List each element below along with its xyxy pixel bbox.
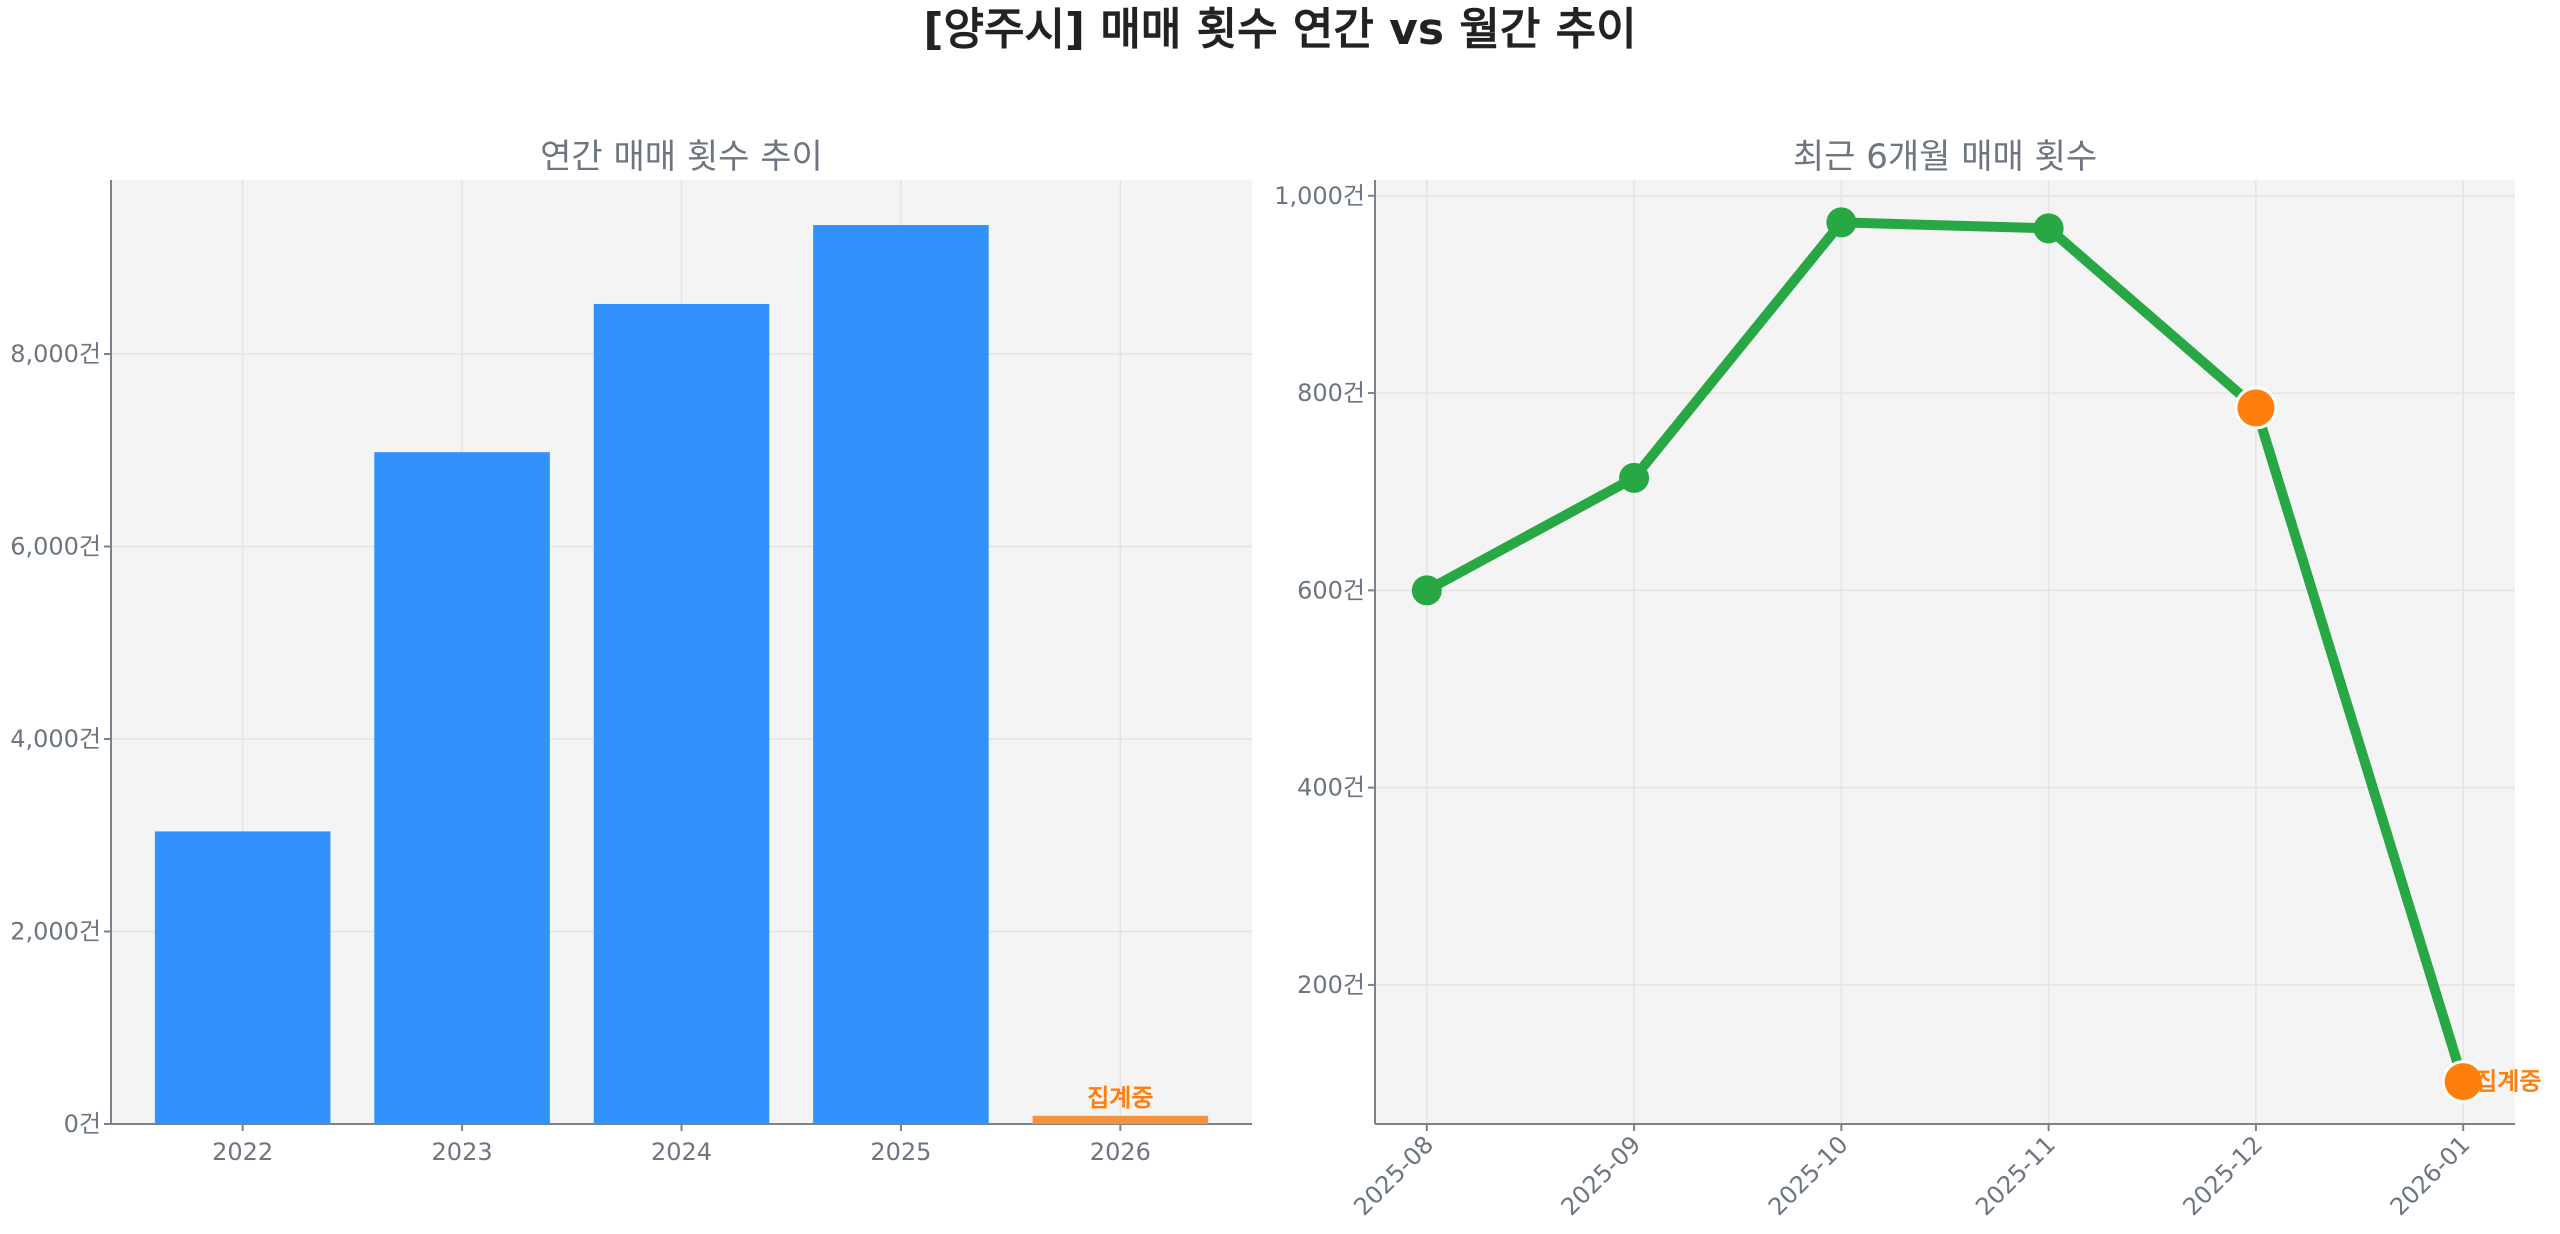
point-2025-08 bbox=[1411, 575, 1442, 606]
point-2025-12 bbox=[2234, 386, 2278, 430]
x-tick-label: 2024 bbox=[651, 1138, 712, 1166]
point-2025-09 bbox=[1619, 462, 1650, 493]
x-tick-label: 2025 bbox=[870, 1138, 931, 1166]
x-tick-label: 2025-08 bbox=[1348, 1130, 1439, 1221]
y-tick-label: 800건 bbox=[1297, 379, 1365, 407]
x-tick-label: 2026-01 bbox=[2385, 1130, 2476, 1221]
monthly-line-chart: 200건 400건 600건 800건 1,000건 2025-08 2025-09 2025… bbox=[1274, 137, 2541, 1221]
series-line bbox=[1424, 217, 2468, 1084]
bar-2024 bbox=[593, 303, 770, 1124]
y-tick-label: 1,000건 bbox=[1274, 182, 1365, 210]
bar-2025 bbox=[813, 225, 989, 1124]
y-tick-label: 600건 bbox=[1297, 576, 1365, 604]
y-tick-label: 2,000건 bbox=[10, 918, 101, 946]
bar-2023 bbox=[374, 452, 550, 1125]
x-tick-label: 2023 bbox=[432, 1138, 493, 1166]
figure-title: [양주시] 매매 횟수 연간 vs 월간 추이 bbox=[923, 4, 1636, 55]
x-tick-label: 2025-10 bbox=[1763, 1130, 1854, 1221]
x-tick-label: 2025-11 bbox=[1970, 1130, 2061, 1221]
point-2025-11 bbox=[2033, 213, 2064, 244]
bar-annotation: 집계중 bbox=[1087, 1084, 1153, 1112]
x-tick-label: 2026 bbox=[1090, 1138, 1151, 1166]
y-tick-label: 8,000건 bbox=[10, 340, 101, 368]
x-tick-label: 2025-12 bbox=[2177, 1130, 2268, 1221]
chart-title: 연간 매매 횟수 추이 bbox=[540, 137, 823, 177]
point-2025-10 bbox=[1826, 207, 1857, 238]
point-annotation: 집계중 bbox=[2475, 1068, 2541, 1096]
y-tick-label: 0건 bbox=[64, 1110, 101, 1138]
x-tick-label: 2025-09 bbox=[1556, 1130, 1647, 1221]
plot-area bbox=[1375, 180, 2515, 1124]
bar-2026 bbox=[1032, 1115, 1209, 1124]
annual-bar-chart: 0건 2,000건 4,000건 6,000건 8,000건 2022 2023 2024 20… bbox=[10, 137, 1252, 1166]
chart-title: 최근 6개월 매매 횟수 bbox=[1793, 137, 2097, 177]
x-tick-label: 2022 bbox=[212, 1138, 273, 1166]
y-tick-label: 400건 bbox=[1297, 774, 1365, 802]
y-tick-label: 4,000건 bbox=[10, 725, 101, 753]
bar-2022 bbox=[154, 831, 331, 1124]
y-tick-label: 6,000건 bbox=[10, 533, 101, 561]
point-2026-01 bbox=[2441, 1060, 2485, 1104]
y-tick-label: 200건 bbox=[1297, 971, 1365, 999]
